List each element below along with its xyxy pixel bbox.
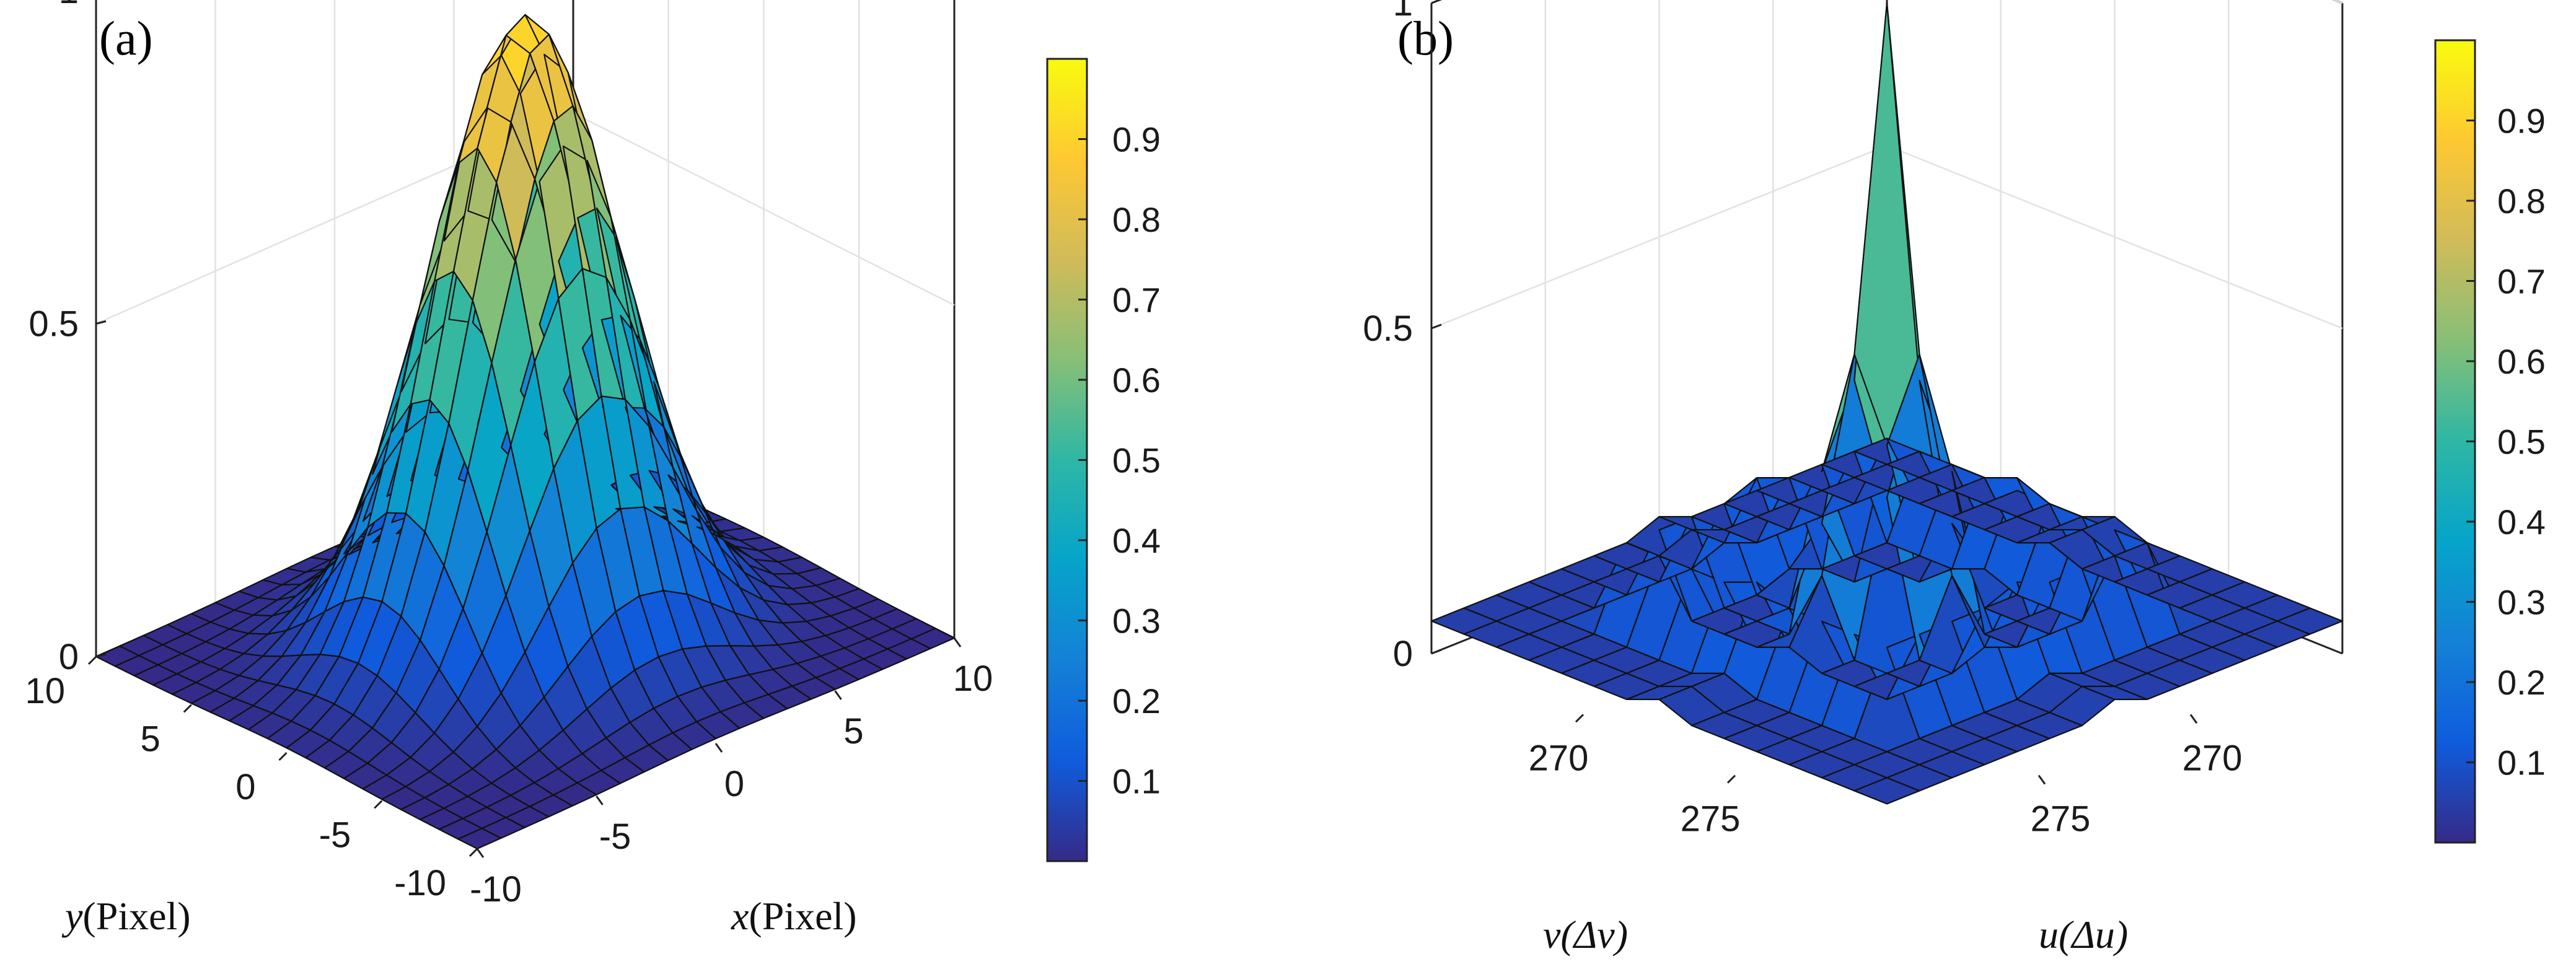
y-tick-label-a: -10 bbox=[394, 863, 446, 903]
z-tick-label-b: 0 bbox=[1393, 634, 1413, 674]
colorbar-a: 0.1 0.2 0.3 0.4 0.5 0.6 0.7 0.8 0.9 bbox=[1046, 58, 1161, 862]
surface-b-patch bbox=[2276, 607, 2344, 635]
x-tick-label-a: 5 bbox=[843, 711, 863, 751]
z-tick-a bbox=[95, 653, 107, 658]
y-tick-label-b: 270 bbox=[1529, 738, 1589, 778]
y-tick-b bbox=[1726, 774, 1736, 784]
z-tick-label-a: 1 bbox=[59, 0, 79, 11]
x-tick-a bbox=[476, 848, 485, 858]
y-tick-label-a: 5 bbox=[140, 719, 160, 760]
y-tick-label-b: 275 bbox=[1681, 799, 1741, 839]
colorbar-a-tick-label: 0.9 bbox=[1112, 120, 1161, 159]
colorbar-a-tick-label: 0.2 bbox=[1112, 681, 1161, 721]
y-tick-label-a: -5 bbox=[319, 815, 351, 856]
ticks-b: 0 0.5 1 270 275 270 275 bbox=[1363, 0, 2242, 839]
z-tick-label-a: 0 bbox=[59, 637, 79, 677]
y-tick-a bbox=[278, 751, 288, 761]
x-tick-label-a: -5 bbox=[599, 817, 631, 857]
colorbar-b-tick-label: 0.2 bbox=[2497, 663, 2546, 702]
z-tick-b bbox=[1431, 649, 1442, 655]
y-tick-a bbox=[183, 704, 192, 713]
z-tick-label-b: 1 bbox=[1393, 0, 1413, 24]
x-tick-a bbox=[714, 743, 723, 753]
ticks-a: 0 0.5 1 -10 -5 0 5 10 -10 -5 0 5 10 bbox=[25, 0, 993, 909]
z-tick-label-a: 0.5 bbox=[29, 304, 79, 344]
colorbar-b-tick-label: 0.8 bbox=[2497, 182, 2546, 221]
colorbar-a-tick-label: 0.6 bbox=[1112, 361, 1161, 400]
x-tick-a bbox=[596, 795, 604, 805]
x-tick-a bbox=[953, 637, 962, 647]
y-tick-label-a: 10 bbox=[25, 671, 65, 711]
y-tick-b bbox=[1575, 714, 1585, 723]
colorbar-b-tick-label: 0.6 bbox=[2497, 342, 2546, 381]
z-tick-a bbox=[95, 320, 107, 325]
panel-b: (b) 0 0.5 1 270 275 270 275 v(Δv) u(Δu) 0.1 0.2… bbox=[1363, 0, 2546, 957]
panel-a: (a) 0 0.5 1 -10 -5 0 5 10 -10 -5 0 5 10 y(Pixel) x(P… bbox=[25, 0, 1161, 938]
surface-a-patch bbox=[910, 628, 956, 649]
z-tick-label-b: 0.5 bbox=[1363, 309, 1413, 349]
x-tick-label-a: 10 bbox=[953, 659, 993, 699]
x-tick-a bbox=[834, 690, 842, 700]
panel-label-b: (b) bbox=[1397, 11, 1454, 65]
colorbar-a-tick-label: 0.1 bbox=[1112, 762, 1161, 801]
surface-b bbox=[1430, 2, 2344, 805]
x-tick-b bbox=[2038, 774, 2046, 785]
colorbar-a-tick-label: 0.3 bbox=[1112, 602, 1161, 641]
colorbar-b-tick-label: 0.3 bbox=[2497, 583, 2546, 622]
colorbar-b-tick-label: 0.1 bbox=[2497, 743, 2546, 782]
surface-b-patch bbox=[1853, 2, 1920, 446]
y-tick-a bbox=[374, 800, 383, 809]
y-tick-a bbox=[87, 655, 97, 665]
colorbar-b-tick-label: 0.5 bbox=[2497, 423, 2546, 462]
colorbar-a-tick-label: 0.5 bbox=[1112, 441, 1161, 480]
colorbar-b-tick-label: 0.9 bbox=[2497, 102, 2546, 141]
x-tick-label-a: 0 bbox=[724, 764, 744, 804]
y-tick-a bbox=[468, 848, 478, 857]
x-axis-label-b: u(Δu) bbox=[2039, 913, 2128, 957]
x-tick-b bbox=[2189, 714, 2198, 724]
surface-a bbox=[95, 14, 956, 850]
colorbar-a-tick-label: 0.7 bbox=[1112, 281, 1161, 320]
y-axis-label-b: v(Δv) bbox=[1543, 913, 1628, 957]
colorbar-a-tick-label: 0.4 bbox=[1112, 521, 1161, 560]
colorbar-b: 0.1 0.2 0.3 0.4 0.5 0.6 0.7 0.8 0.9 bbox=[2434, 39, 2546, 844]
y-axis-label-a: y(Pixel) bbox=[61, 894, 191, 938]
y-tick-label-a: 0 bbox=[235, 767, 255, 807]
x-tick-label-b: 270 bbox=[2183, 738, 2243, 778]
x-tick-label-a: -10 bbox=[470, 869, 522, 909]
x-axis-label-a: x(Pixel) bbox=[731, 894, 857, 938]
z-tick-b bbox=[1431, 323, 1442, 330]
colorbar-a-tick-label: 0.8 bbox=[1112, 200, 1161, 239]
colorbar-b-tick-label: 0.4 bbox=[2497, 502, 2546, 541]
colorbar-b-tick-label: 0.7 bbox=[2497, 262, 2546, 301]
z-tick-b bbox=[1431, 0, 1442, 4]
x-tick-label-b: 275 bbox=[2031, 799, 2091, 839]
panel-label-a: (a) bbox=[99, 11, 153, 65]
